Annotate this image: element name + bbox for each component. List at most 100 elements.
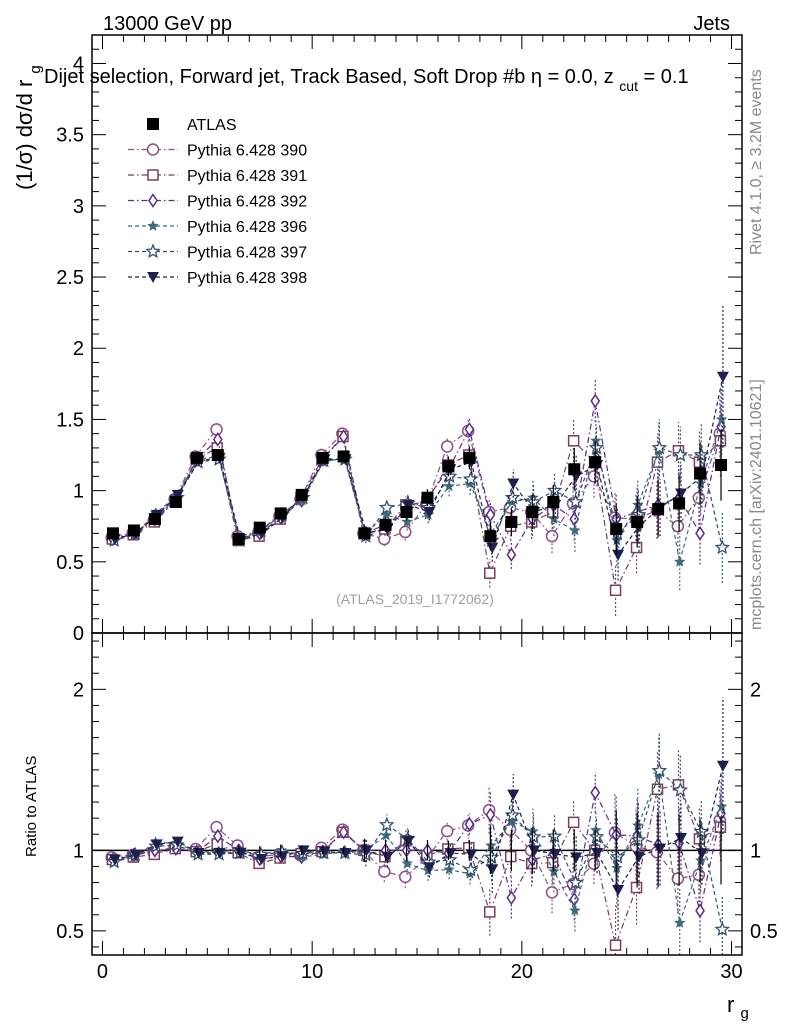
data-point-p392 bbox=[485, 507, 496, 523]
ratio-point-p396 bbox=[548, 865, 560, 877]
ratio-point-p398 bbox=[234, 847, 247, 859]
ratio-point-p398 bbox=[465, 849, 478, 861]
series-p390 bbox=[105, 398, 727, 555]
data-point-p390 bbox=[440, 440, 454, 453]
data-point-atlas bbox=[547, 496, 560, 509]
plot-title-eta: η = 0.0, z bbox=[531, 66, 614, 88]
data-point-atlas bbox=[337, 450, 350, 463]
data-point-p397 bbox=[379, 499, 395, 515]
legend-label: Pythia 6.428 397 bbox=[187, 245, 307, 262]
ratio-point-p398 bbox=[150, 839, 163, 851]
ratio-point-p396 bbox=[443, 863, 455, 875]
data-point-p391 bbox=[567, 435, 580, 447]
ratio-point-p396 bbox=[590, 824, 602, 836]
ratio-point-p390 bbox=[440, 824, 454, 838]
ratio-point-p396 bbox=[611, 862, 623, 873]
data-point-p398 bbox=[402, 499, 415, 511]
data-point-atlas bbox=[400, 505, 413, 518]
legend-marker-p390 bbox=[146, 143, 160, 156]
series-atlas bbox=[106, 429, 728, 555]
ratio-axes: 0 10 20 30 0.5 0.5 1 1 2 2 bbox=[56, 633, 778, 983]
data-point-p390 bbox=[210, 423, 223, 436]
series-p397 bbox=[106, 419, 731, 584]
data-point-p390 bbox=[692, 491, 706, 504]
ratio-point-p398 bbox=[591, 848, 604, 860]
series-line-p397 bbox=[114, 445, 723, 548]
data-point-p392 bbox=[464, 422, 475, 437]
main-axes: 0.5 1 1.5 2 2.5 3 3.5 4 0 bbox=[56, 34, 742, 645]
legend-label: Pythia 6.428 396 bbox=[187, 219, 307, 236]
ratio-point-p397 bbox=[483, 849, 500, 865]
series-line-p392 bbox=[112, 400, 722, 556]
legend-marker-p398 bbox=[147, 272, 159, 283]
ratio-point-p398 bbox=[633, 851, 646, 863]
ratio-point-p397 bbox=[378, 816, 395, 832]
data-point-p397 bbox=[693, 446, 710, 462]
main-y-tick-label: 2.5 bbox=[56, 267, 84, 289]
data-point-atlas bbox=[358, 527, 371, 540]
data-point-atlas bbox=[715, 458, 728, 471]
main-y-tick-label: 1 bbox=[73, 481, 84, 503]
data-point-p398 bbox=[674, 488, 687, 500]
data-point-p396 bbox=[674, 555, 686, 567]
ratio-y-tick-label-right: 0.5 bbox=[750, 921, 778, 943]
ratio-point-p391 bbox=[630, 881, 643, 894]
ratio-point-p398 bbox=[716, 760, 729, 772]
ratio-point-p398 bbox=[108, 854, 121, 866]
mcplots-label: mcplots.cern.ch [arXiv:2401.10621] bbox=[748, 379, 765, 630]
data-point-p392 bbox=[338, 429, 349, 444]
data-point-atlas bbox=[127, 524, 140, 537]
data-point-atlas bbox=[694, 467, 707, 480]
ratio-point-p397 bbox=[546, 828, 563, 843]
ratio-point-p398 bbox=[507, 789, 520, 801]
data-point-p391 bbox=[714, 435, 727, 447]
legend-marker-p396 bbox=[147, 220, 159, 231]
x-axis-label: r g bbox=[727, 992, 749, 1022]
ratio-point-p397 bbox=[672, 782, 689, 797]
series-line-p398 bbox=[114, 376, 724, 557]
legend-marker-p392 bbox=[148, 193, 158, 208]
energy-label: 13000 GeV pp bbox=[103, 13, 232, 35]
x-tick-label: 0 bbox=[97, 961, 108, 983]
ratio-point-p398 bbox=[276, 851, 289, 863]
ratio-point-p398 bbox=[528, 845, 541, 857]
data-point-p397 bbox=[651, 439, 668, 455]
main-series bbox=[105, 305, 731, 616]
legend-marker-p391 bbox=[147, 169, 159, 181]
data-point-p392 bbox=[590, 393, 601, 409]
process-label: Jets bbox=[693, 13, 730, 35]
legend-label: Pythia 6.428 392 bbox=[187, 194, 307, 211]
data-point-atlas bbox=[316, 451, 329, 464]
main-y-tick-label: 4 bbox=[73, 53, 84, 75]
legend-item-p397: Pythia 6.428 397 bbox=[128, 243, 307, 262]
legend-item-p392: Pythia 6.428 392 bbox=[128, 193, 307, 211]
series-line-p396 bbox=[113, 419, 723, 562]
ratio-point-p398 bbox=[486, 864, 499, 876]
ratio-point-p392 bbox=[464, 816, 475, 832]
legend-label: ATLAS bbox=[187, 117, 237, 134]
main-y-tick-label: 2 bbox=[73, 338, 84, 360]
data-point-p398 bbox=[507, 478, 520, 490]
data-point-p397 bbox=[504, 489, 521, 505]
ratio-point-p398 bbox=[381, 851, 394, 863]
data-point-atlas bbox=[631, 515, 644, 528]
ratio-point-p392 bbox=[338, 824, 349, 840]
ratio-point-p398 bbox=[654, 843, 667, 855]
ratio-point-p398 bbox=[444, 848, 457, 860]
legend-item-p390: Pythia 6.428 390 bbox=[128, 143, 307, 160]
legend-label: Pythia 6.428 390 bbox=[187, 143, 307, 160]
ratio-point-p398 bbox=[549, 848, 562, 860]
ratio-point-p398 bbox=[674, 832, 687, 844]
data-point-atlas bbox=[232, 533, 245, 546]
ratio-y-tick-label-left: 2 bbox=[73, 679, 84, 701]
ratio-point-p397 bbox=[567, 874, 584, 890]
ratio-point-p391 bbox=[504, 850, 517, 863]
data-point-p396 bbox=[590, 434, 602, 446]
data-point-atlas bbox=[379, 518, 392, 531]
series-p396 bbox=[107, 383, 728, 591]
ratio-point-p398 bbox=[171, 836, 184, 848]
analysis-label: (ATLAS_2019_I1772062) bbox=[336, 591, 494, 607]
data-point-atlas bbox=[190, 451, 203, 464]
legend-item-p396: Pythia 6.428 396 bbox=[128, 219, 307, 236]
